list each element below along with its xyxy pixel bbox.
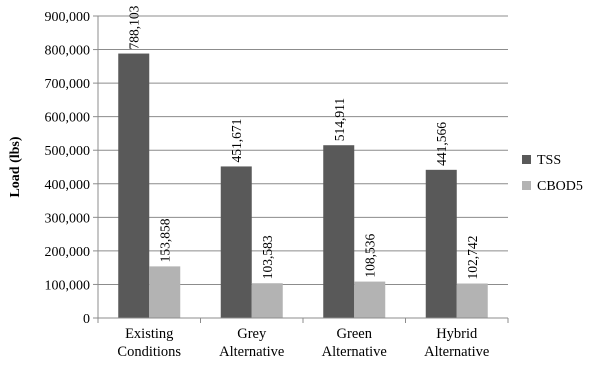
x-category-label: Alternative — [424, 344, 489, 360]
legend: TSS CBOD5 — [522, 153, 583, 194]
y-tick-label: 400,000 — [45, 178, 91, 193]
data-label: 514,911 — [332, 98, 347, 141]
x-category-label: Existing — [125, 326, 173, 342]
legend-label: TSS — [537, 153, 561, 168]
gridlines — [98, 15, 508, 285]
y-tick-label: 0 — [83, 312, 90, 327]
bars — [118, 53, 488, 318]
bar-cbod5 — [456, 283, 488, 318]
bar-tss — [118, 53, 150, 318]
bar-cbod5 — [354, 281, 386, 318]
y-axis-title: Load (lbs) — [8, 136, 23, 197]
x-category-label: Green — [337, 326, 373, 342]
x-category-label: Alternative — [219, 344, 284, 360]
axes — [97, 16, 509, 323]
y-axis-ticks: 0 100,000 200,000 300,000 400,000 500,000 600,… — [45, 10, 98, 327]
bar-tss — [425, 169, 457, 318]
data-labels: 788,103 153,858 451,671 103,583 514,911 108,5… — [127, 5, 481, 279]
x-category-label: Grey — [237, 326, 267, 342]
y-tick-label: 200,000 — [45, 245, 91, 260]
x-axis-categories: Existing Conditions Grey Alternative Green Al… — [117, 326, 489, 360]
y-tick-label: 300,000 — [45, 211, 91, 226]
legend-swatch-tss — [522, 155, 531, 164]
data-label: 441,566 — [434, 122, 449, 166]
data-label: 451,671 — [229, 119, 244, 163]
legend-label: CBOD5 — [537, 179, 583, 194]
bar-tss — [220, 166, 252, 318]
x-category-label: Hybrid — [436, 326, 478, 342]
data-label: 102,742 — [465, 236, 480, 280]
data-label: 108,536 — [363, 233, 378, 277]
bar-tss — [323, 145, 355, 318]
data-label: 153,858 — [158, 218, 173, 262]
bar-cbod5 — [251, 283, 283, 318]
data-label: 788,103 — [127, 5, 142, 49]
y-tick-label: 500,000 — [45, 144, 91, 159]
legend-swatch-cbod5 — [522, 181, 531, 190]
bar-cbod5 — [149, 266, 181, 318]
x-category-label: Alternative — [322, 344, 387, 360]
y-tick-label: 800,000 — [45, 44, 91, 59]
y-tick-label: 100,000 — [45, 278, 91, 293]
y-tick-label: 700,000 — [45, 77, 91, 92]
x-category-label: Conditions — [117, 344, 181, 360]
y-tick-label: 900,000 — [45, 10, 91, 25]
data-label: 103,583 — [260, 235, 275, 279]
y-tick-label: 600,000 — [45, 111, 91, 126]
